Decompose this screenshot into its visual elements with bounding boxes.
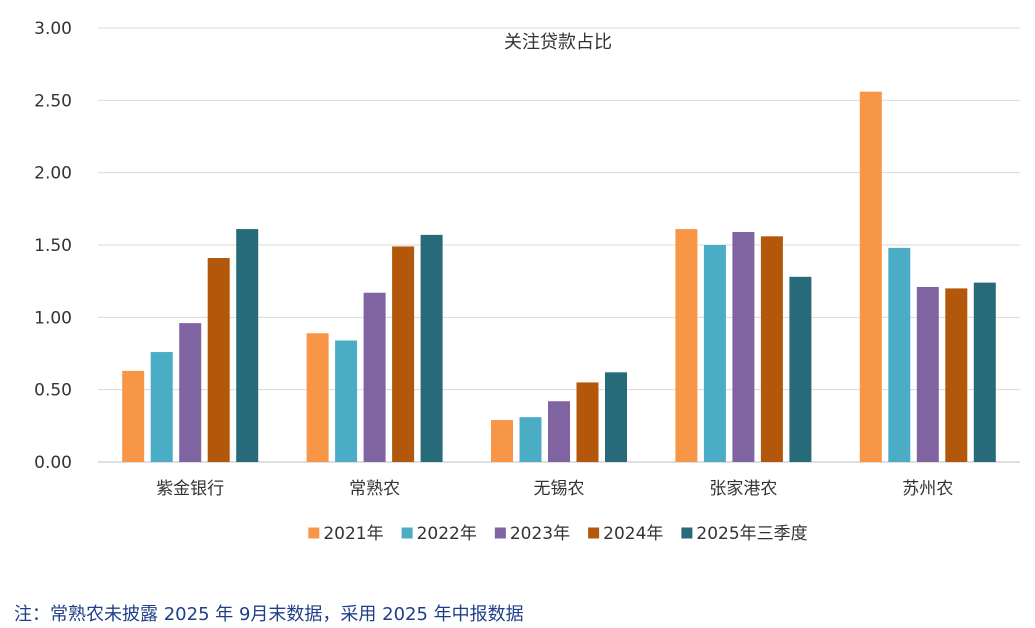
bar (306, 333, 329, 462)
x-category-label: 苏州农 (902, 479, 953, 499)
x-axis-categories: 紫金银行 常熟农 无锡农 张家港农 苏州农 (156, 478, 953, 499)
bar (150, 352, 173, 462)
bar (916, 286, 939, 462)
bar (973, 282, 996, 462)
legend-swatch (308, 527, 320, 539)
bar (675, 229, 698, 462)
x-category-label: 紫金银行 (156, 479, 224, 499)
y-tick-label: 2.50 (34, 91, 72, 111)
x-category-label: 张家港农 (709, 479, 777, 499)
bar (335, 340, 358, 462)
bar (945, 288, 968, 462)
bar (236, 229, 259, 462)
bar (703, 245, 726, 462)
y-tick-label: 1.00 (34, 308, 72, 328)
legend-swatch (588, 527, 600, 539)
legend-item: 2022年 (401, 524, 477, 544)
bar (760, 236, 783, 462)
bar (179, 323, 202, 462)
legend-label: 2021年 (323, 524, 383, 544)
bar-chart: 0.00 0.50 1.00 1.50 2.00 2.50 3.00 紫金银行 常熟农 无锡农 张… (34, 19, 1020, 544)
legend: 2021年 2022年 2023年 2024年 2025年三季度 (308, 524, 808, 544)
y-tick-label: 0.00 (34, 453, 72, 473)
legend-item: 2024年 (588, 524, 663, 544)
legend-label: 2024年 (603, 524, 663, 544)
legend-item: 2025年三季度 (681, 524, 808, 544)
y-tick-label: 0.50 (34, 381, 72, 401)
bar (420, 234, 443, 462)
y-tick-label: 1.50 (34, 236, 72, 256)
chart-title: 关注贷款占比 (504, 32, 612, 53)
legend-swatch (494, 527, 506, 539)
bar (789, 276, 812, 462)
footnote: 注：常熟农未披露 2025 年 9月末数据，采用 2025 年中报数据 (14, 604, 524, 625)
bars (122, 91, 996, 463)
legend-label: 2023年 (510, 524, 570, 544)
legend-swatch (401, 527, 413, 539)
bar (363, 292, 386, 462)
bar (859, 91, 882, 463)
legend-label: 2025年三季度 (696, 524, 807, 544)
legend-swatch (681, 527, 693, 539)
legend-item: 2021年 (308, 524, 384, 544)
y-axis-ticks: 0.00 0.50 1.00 1.50 2.00 2.50 3.00 (34, 19, 72, 473)
bar (732, 231, 755, 462)
bar (576, 382, 599, 462)
y-tick-label: 3.00 (34, 19, 72, 39)
legend-label: 2022年 (417, 524, 477, 544)
bar (491, 420, 513, 462)
legend-item: 2023年 (494, 524, 570, 544)
y-tick-label: 2.00 (34, 164, 72, 184)
bar (888, 247, 911, 462)
x-category-label: 常熟农 (349, 478, 400, 499)
bar (548, 401, 570, 462)
bar (122, 370, 145, 462)
bar (207, 258, 230, 462)
bar (605, 372, 627, 462)
bar (392, 246, 415, 462)
x-category-label: 无锡农 (534, 479, 585, 499)
bar (519, 417, 542, 462)
